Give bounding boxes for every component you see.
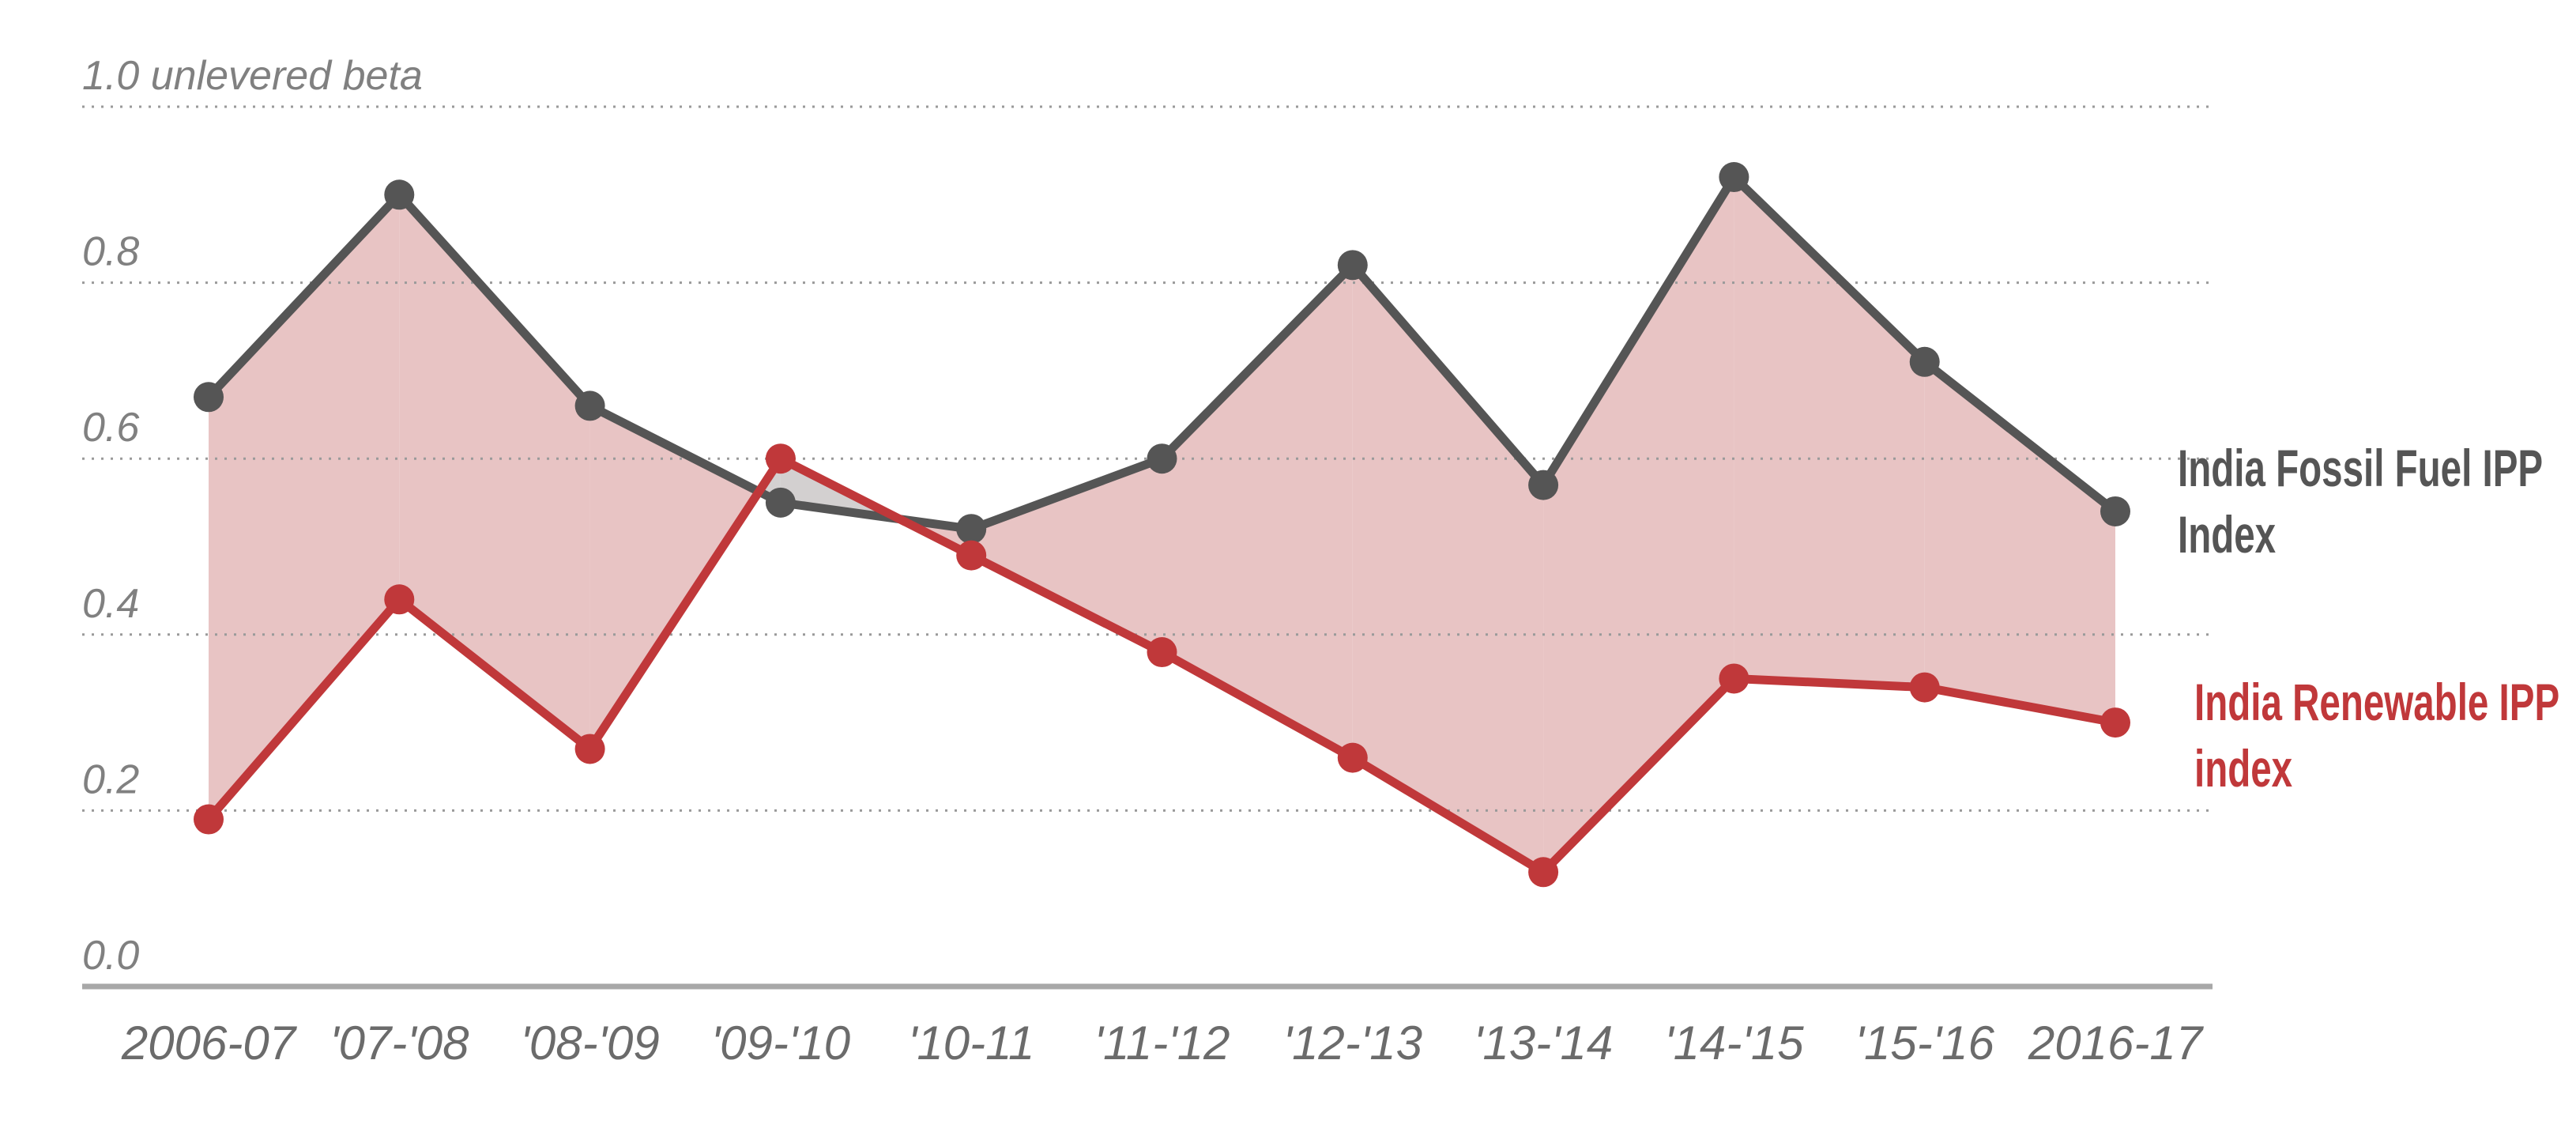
area-segment	[399, 194, 590, 749]
x-tick-label: '12-'13	[1283, 1017, 1422, 1069]
area-segment	[971, 458, 1162, 653]
y-tick-label: 0.2	[82, 756, 139, 802]
area-segment	[1352, 265, 1544, 873]
legend-label: India Renewable IPP index	[2194, 673, 2559, 798]
data-point	[384, 179, 415, 210]
y-tick-label: 1.0 unlevered beta	[82, 53, 423, 99]
data-point	[384, 584, 415, 615]
data-point	[1337, 250, 1368, 281]
x-tick-label: 2016-17	[2028, 1017, 2205, 1069]
data-point	[194, 804, 224, 835]
data-point	[1147, 443, 1177, 474]
x-tick-label: '14-'15	[1664, 1017, 1804, 1069]
x-tick-label: '07-'08	[330, 1017, 469, 1069]
area-segment	[1543, 177, 1734, 873]
data-point	[956, 514, 987, 545]
fill-between	[209, 177, 2115, 873]
x-tick-label: '13-'14	[1474, 1017, 1613, 1069]
x-tick-label: '09-'10	[711, 1017, 850, 1069]
x-tick-label: 2006-07	[121, 1017, 298, 1069]
data-point	[1528, 857, 1559, 888]
y-tick-label: 0.4	[82, 581, 139, 627]
data-point	[765, 443, 796, 474]
data-point	[2100, 707, 2130, 738]
data-point	[194, 382, 224, 413]
area-segment	[1924, 361, 2115, 723]
data-point	[2100, 496, 2130, 526]
data-point	[574, 734, 605, 764]
x-tick-label: '08-'09	[520, 1017, 659, 1069]
area-segment	[1162, 265, 1353, 758]
legend-label: India Fossil Fuel IPP Index	[2178, 439, 2543, 564]
area-segment	[209, 194, 400, 820]
data-point	[1909, 346, 1940, 377]
x-tick-label: '15-'16	[1855, 1017, 1995, 1069]
area-segment	[1734, 177, 1925, 688]
data-point	[1337, 742, 1368, 773]
area-segment	[589, 406, 759, 749]
data-point	[1528, 470, 1559, 500]
x-tick-label: '10-11	[908, 1017, 1034, 1069]
data-point	[1719, 162, 1749, 193]
x-tick-label: '11-'12	[1094, 1017, 1230, 1069]
y-tick-label: 0.8	[82, 229, 139, 275]
data-point	[765, 487, 796, 518]
data-point	[1719, 663, 1749, 694]
data-point	[1147, 637, 1177, 668]
data-point	[574, 390, 605, 421]
data-point	[1909, 672, 1940, 703]
y-tick-label: 0.6	[82, 405, 139, 451]
y-tick-label: 0.0	[82, 933, 139, 979]
data-point	[956, 540, 987, 571]
